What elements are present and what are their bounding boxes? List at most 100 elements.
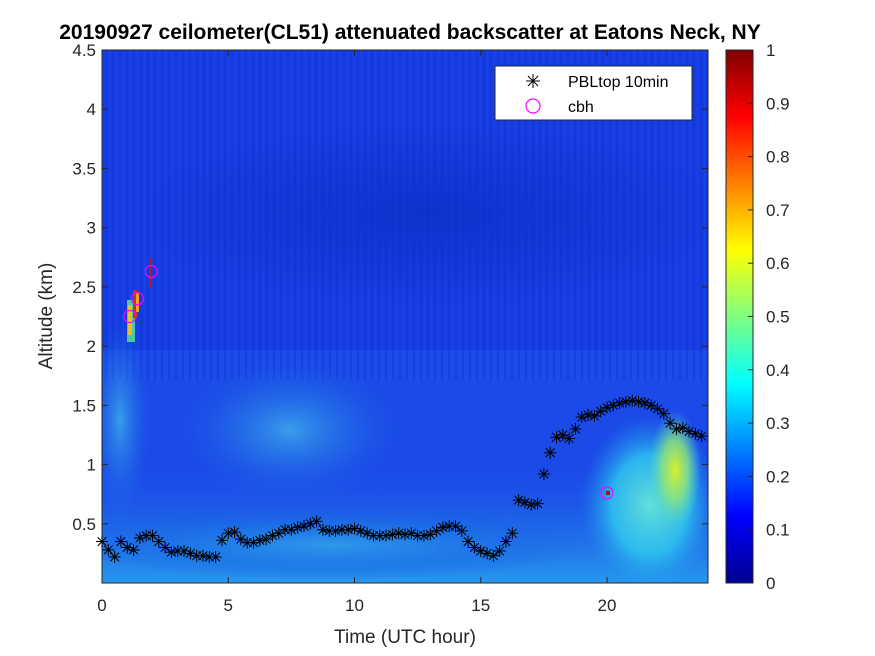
pbl-point-23	[241, 536, 254, 549]
pbl-point-38	[335, 523, 348, 536]
heatmap-hill	[180, 360, 400, 500]
heatmap-left-column	[102, 320, 150, 520]
colorbar-tick-label-7: 0.7	[766, 201, 790, 220]
pbl-point-53-shape	[430, 524, 443, 537]
cbh-point-2	[144, 264, 158, 279]
pbl-point-46	[386, 528, 399, 541]
pbl-point-82-shape	[613, 396, 626, 409]
pbl-point-60	[474, 545, 487, 558]
legend-label-pbltop: PBLtop 10min	[568, 74, 669, 91]
pbl-point-37-shape	[329, 524, 342, 537]
pbl-point-48	[399, 528, 411, 541]
pbl-point-20	[222, 527, 235, 540]
pbl-point-41-shape	[354, 524, 367, 537]
pbl-point-86	[638, 396, 651, 409]
pbl-point-45-shape	[380, 529, 393, 542]
pbl-point-68	[525, 498, 538, 511]
y-tick-label-5: 3	[87, 219, 96, 238]
pbl-point-50-shape	[411, 529, 424, 542]
pbl-point-66	[512, 494, 525, 507]
pbl-point-81-shape	[607, 399, 620, 412]
colorbar-tick-label-5: 0.5	[766, 308, 790, 327]
pbl-point-79-shape	[594, 405, 607, 418]
pbl-point-75-shape	[569, 423, 582, 436]
pbl-point-15	[190, 549, 203, 562]
pbl-point-8	[146, 529, 159, 542]
pbl-point-69-shape	[531, 497, 544, 510]
pbl-point-43	[367, 529, 380, 542]
pbl-point-24-shape	[247, 536, 260, 549]
pbl-point-11-shape	[165, 546, 178, 559]
pbl-point-19-shape	[215, 534, 228, 547]
pbl-point-80	[601, 401, 613, 414]
pbl-point-7	[140, 529, 153, 542]
pbl-point-3-shape	[114, 535, 127, 548]
legend-asterisk-shape-shape	[526, 74, 540, 88]
pbl-point-90-shape	[664, 417, 677, 430]
pbl-point-63-shape	[493, 545, 506, 558]
pbl-point-72	[550, 431, 563, 444]
pbl-point-84-shape	[626, 394, 639, 407]
pbl-point-65-shape	[506, 527, 519, 540]
pbl-point-41	[354, 524, 367, 537]
cbh-point-3	[600, 486, 614, 500]
pbl-point-42-shape	[361, 527, 374, 540]
pbl-point-29-shape	[279, 523, 292, 536]
pbl-point-55	[443, 520, 456, 533]
pbl-point-47	[392, 527, 405, 540]
pbl-point-83-shape	[619, 395, 632, 408]
y-tick-label-8: 4.5	[72, 41, 96, 60]
pbl-point-70	[537, 468, 550, 481]
y-tick-label-0: 0.5	[72, 515, 96, 534]
pbl-point-70-shape	[537, 468, 550, 481]
pbl-point-36	[323, 524, 336, 537]
pbl-point-87-shape	[645, 399, 658, 412]
pbl-point-52	[424, 528, 437, 541]
colorbar-tick-label-0: 0	[766, 574, 775, 593]
colorbar-tick-label-6: 0.6	[766, 254, 790, 273]
pbl-point-62	[487, 549, 500, 562]
pbl-point-75	[569, 423, 582, 436]
pbl-point-44-shape	[373, 529, 386, 542]
pbl-point-87	[645, 399, 658, 412]
pbl-point-56-shape	[449, 520, 462, 533]
pbl-point-14	[184, 547, 197, 560]
y-axis-label: Altitude (km)	[36, 263, 57, 370]
legend-label-cbh: cbh	[568, 99, 594, 116]
pbl-point-63	[493, 545, 506, 558]
pbl-point-21-shape	[228, 526, 241, 539]
x-tick-label-2: 10	[345, 596, 364, 615]
pbl-point-76	[575, 411, 588, 424]
pbl-point-58	[462, 535, 475, 548]
pbl-point-73	[556, 428, 569, 441]
pbl-point-12	[171, 545, 184, 558]
pbl-point-86-shape	[638, 396, 651, 409]
pbl-point-94	[689, 427, 702, 440]
pbl-point-11	[165, 546, 178, 559]
pbl-point-59-shape	[468, 541, 481, 554]
pbl-point-64-shape	[500, 535, 512, 548]
pbl-point-4-shape	[121, 541, 134, 554]
pbl-point-65	[506, 527, 519, 540]
pbl-point-0	[96, 535, 108, 548]
pbl-point-4	[121, 541, 134, 554]
pbl-point-34-shape	[310, 515, 323, 528]
y-tick-label-6: 3.5	[72, 159, 96, 178]
pbl-point-39	[342, 523, 355, 536]
pbl-point-17	[203, 550, 216, 563]
pbl-point-12-shape	[171, 545, 184, 558]
pbl-point-45	[380, 529, 393, 542]
y-tick-label-1: 1	[87, 456, 96, 475]
colorbar-tick-label-9: 0.9	[766, 94, 790, 113]
pbl-point-32	[298, 520, 310, 533]
pbl-point-95-shape	[695, 430, 708, 443]
pbl-point-74-shape	[563, 432, 576, 445]
pbl-point-95	[695, 430, 708, 443]
pbl-point-73-shape	[556, 428, 569, 441]
pbl-point-29	[279, 523, 292, 536]
pbl-point-28-shape	[272, 527, 285, 540]
pbl-point-34	[310, 515, 323, 528]
pbl-point-84	[626, 394, 639, 407]
pbl-point-51-shape	[417, 529, 430, 542]
pbl-point-85	[632, 395, 645, 408]
